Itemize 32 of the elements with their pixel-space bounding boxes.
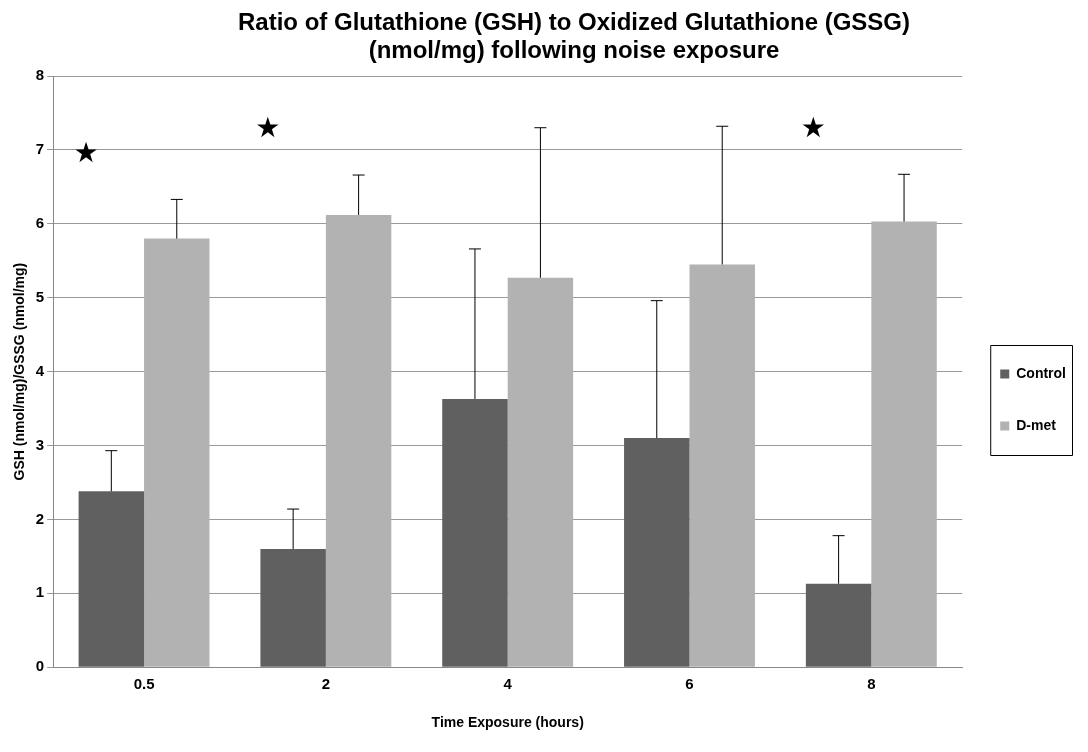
bar: [260, 548, 326, 667]
chart-title: Ratio of Glutathione (GSH) to Oxidized Glutathione (GSSG) (nmol/mg) following noise exposure: [237, 8, 911, 64]
bar: [689, 264, 755, 667]
bar: [507, 277, 574, 667]
y-tick-label: 1: [35, 583, 45, 601]
y-tick-label: 0: [35, 657, 45, 675]
bar: [78, 491, 145, 667]
x-tick-label: 8: [867, 675, 876, 693]
y-tick-label: 7: [35, 140, 45, 158]
bar: [805, 583, 872, 667]
legend-label: Control: [1016, 364, 1066, 381]
y-tick-label: 2: [35, 509, 45, 527]
x-tick-label: 2: [321, 675, 331, 693]
y-tick-label: 5: [35, 287, 45, 305]
bar: [871, 221, 937, 667]
annotation: ★: [73, 135, 99, 169]
x-tick-label: 4: [503, 675, 513, 693]
y-tick-label: 3: [35, 435, 45, 453]
x-axis-title: Time Exposure (hours): [431, 714, 584, 731]
bar: [442, 398, 508, 667]
annotation: ★: [255, 111, 281, 145]
x-tick-label: 0.5: [133, 675, 155, 693]
legend-label: D-met: [1016, 416, 1057, 433]
bar: [325, 214, 392, 667]
bar: [624, 438, 690, 667]
x-tick-label: 6: [685, 675, 694, 693]
y-tick-label: 4: [35, 361, 45, 379]
y-tick-label: 8: [35, 66, 45, 84]
y-axis-title: GSH (nmol/mg)/GSSG (nmol/mg): [11, 262, 28, 481]
annotation: ★: [800, 110, 826, 144]
y-tick-label: 6: [35, 213, 45, 231]
bar: [144, 238, 210, 667]
